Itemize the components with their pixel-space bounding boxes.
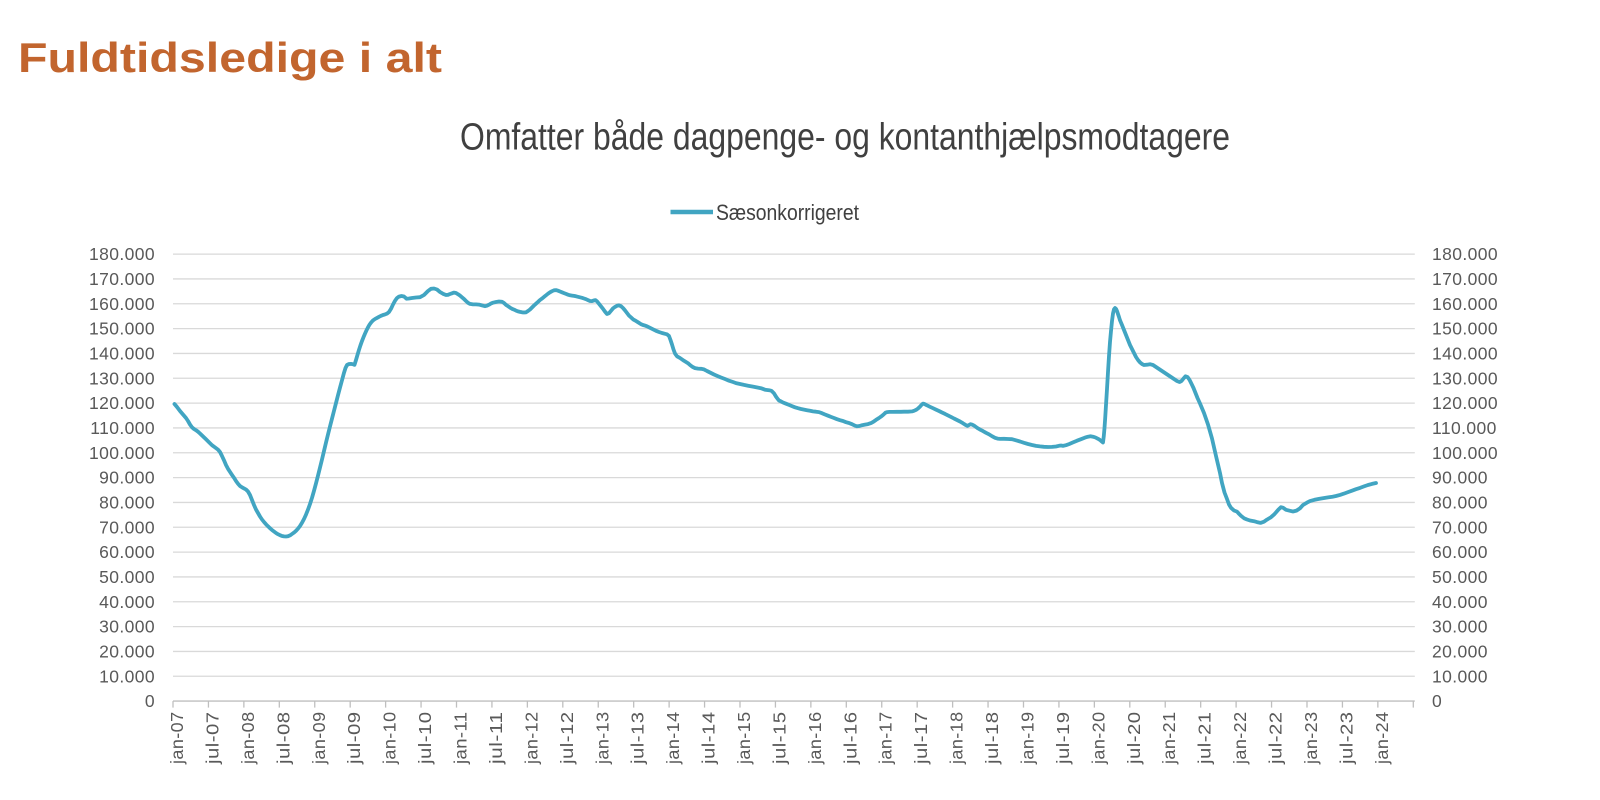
svg-text:0: 0 [145,691,155,711]
svg-text:Fuldtidsledige i alt: Fuldtidsledige i alt [18,34,442,81]
svg-text:30.000: 30.000 [1432,617,1488,637]
svg-text:180.000: 180.000 [89,244,155,264]
svg-text:jan-23: jan-23 [1301,712,1321,766]
svg-text:170.000: 170.000 [89,269,155,289]
svg-text:jan-22: jan-22 [1230,712,1250,766]
svg-text:jan-13: jan-13 [592,712,612,766]
svg-text:140.000: 140.000 [89,343,155,363]
svg-text:jan-21: jan-21 [1159,712,1179,766]
svg-text:180.000: 180.000 [1432,244,1498,264]
svg-text:130.000: 130.000 [89,368,155,388]
svg-text:jan-24: jan-24 [1372,712,1392,766]
svg-text:10.000: 10.000 [99,666,155,686]
svg-text:80.000: 80.000 [1432,492,1488,512]
svg-text:80.000: 80.000 [99,492,155,512]
svg-text:jan-10: jan-10 [380,712,400,766]
svg-text:jul-08: jul-08 [273,712,293,766]
svg-text:jul-19: jul-19 [1053,712,1073,766]
svg-text:jan-14: jan-14 [663,712,683,766]
svg-text:jul-10: jul-10 [415,712,435,766]
svg-text:jul-23: jul-23 [1336,712,1356,766]
svg-text:50.000: 50.000 [1432,567,1488,587]
svg-text:jan-19: jan-19 [1017,712,1037,766]
svg-text:30.000: 30.000 [99,617,155,637]
svg-text:jul-15: jul-15 [769,712,789,766]
svg-text:150.000: 150.000 [1432,319,1498,339]
svg-text:70.000: 70.000 [99,517,155,537]
svg-text:jan-09: jan-09 [309,712,329,766]
svg-text:jan-11: jan-11 [451,712,471,766]
svg-text:40.000: 40.000 [99,592,155,612]
svg-text:140.000: 140.000 [1432,343,1498,363]
svg-text:jul-13: jul-13 [628,712,648,766]
svg-text:120.000: 120.000 [1432,393,1498,413]
svg-text:jan-08: jan-08 [238,712,258,766]
svg-text:20.000: 20.000 [1432,641,1488,661]
svg-text:60.000: 60.000 [1432,542,1488,562]
svg-text:jan-18: jan-18 [947,712,967,766]
svg-text:jul-11: jul-11 [486,712,506,766]
svg-text:jul-22: jul-22 [1266,712,1286,766]
svg-text:130.000: 130.000 [1432,368,1498,388]
svg-text:jul-20: jul-20 [1124,712,1144,766]
svg-text:110.000: 110.000 [90,418,155,438]
svg-text:170.000: 170.000 [1432,269,1498,289]
svg-text:jan-16: jan-16 [805,712,825,766]
svg-text:jan-12: jan-12 [521,712,541,766]
svg-text:60.000: 60.000 [99,542,155,562]
svg-text:jul-18: jul-18 [982,712,1002,766]
svg-text:110.000: 110.000 [1432,418,1497,438]
svg-text:jan-07: jan-07 [167,712,187,766]
svg-text:jul-16: jul-16 [840,712,860,766]
svg-text:160.000: 160.000 [1432,294,1498,314]
svg-text:90.000: 90.000 [99,468,155,488]
svg-text:0: 0 [1432,691,1442,711]
svg-text:150.000: 150.000 [89,319,155,339]
svg-text:jul-17: jul-17 [911,712,931,766]
svg-text:jul-14: jul-14 [699,712,719,766]
svg-text:jan-15: jan-15 [734,712,754,766]
svg-text:120.000: 120.000 [89,393,155,413]
svg-text:10.000: 10.000 [1432,666,1488,686]
svg-text:jul-09: jul-09 [344,712,364,766]
svg-text:100.000: 100.000 [1432,443,1498,463]
svg-text:100.000: 100.000 [89,443,155,463]
svg-text:Omfatter både dagpenge- og kon: Omfatter både dagpenge- og kontanthjælps… [460,117,1230,159]
svg-text:70.000: 70.000 [1432,517,1488,537]
svg-text:160.000: 160.000 [89,294,155,314]
svg-text:jul-07: jul-07 [202,712,222,766]
svg-text:jan-20: jan-20 [1088,712,1108,766]
svg-text:jan-17: jan-17 [876,712,896,766]
svg-text:40.000: 40.000 [1432,592,1488,612]
svg-text:50.000: 50.000 [99,567,155,587]
svg-text:20.000: 20.000 [99,641,155,661]
svg-text:jul-12: jul-12 [557,712,577,766]
svg-text:90.000: 90.000 [1432,468,1488,488]
svg-text:jul-21: jul-21 [1195,712,1215,766]
svg-text:Sæsonkorrigeret: Sæsonkorrigeret [716,200,860,225]
